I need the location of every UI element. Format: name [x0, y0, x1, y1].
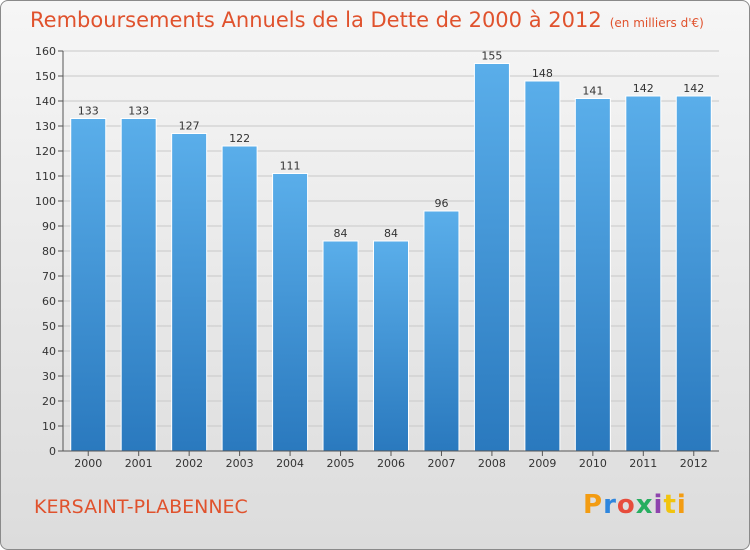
y-tick-label: 0 — [49, 445, 56, 458]
data-labels: 133 133 127 122 111 84 84 96 155 148 141 142 142 — [78, 50, 705, 241]
y-tick-label: 30 — [42, 370, 56, 383]
x-tick-label-2010: 2010 — [579, 457, 607, 470]
data-label-2010: 141 — [582, 85, 603, 98]
bar-2002 — [171, 133, 208, 452]
data-label-2011: 142 — [633, 82, 654, 95]
y-tick-label: 10 — [42, 420, 56, 433]
axes: 0 10 20 30 40 50 60 70 80 90 100 110 120 130 140 150 160… — [35, 45, 719, 470]
bar-2009 — [524, 80, 561, 452]
x-tick-label-2002: 2002 — [175, 457, 203, 470]
bar-2001 — [120, 118, 157, 452]
data-label-2008: 155 — [481, 50, 502, 63]
logo-letter: o — [616, 490, 636, 520]
data-label-2000: 133 — [78, 105, 99, 118]
bar-2012 — [675, 95, 712, 452]
bar-2007 — [423, 210, 460, 452]
x-tick-label-2009: 2009 — [528, 457, 556, 470]
logo-letter: P — [583, 490, 604, 520]
data-label-2009: 148 — [532, 67, 553, 80]
bar-2010 — [574, 98, 611, 452]
x-tick-label-2001: 2001 — [125, 457, 153, 470]
bars — [70, 63, 712, 452]
x-tick-label-2003: 2003 — [226, 457, 254, 470]
y-tick-label: 70 — [42, 270, 56, 283]
bar-2004 — [272, 173, 309, 452]
bar-2000 — [70, 118, 107, 452]
y-tick-label: 50 — [42, 320, 56, 333]
chart-unit: (en milliers d'€) — [609, 16, 704, 30]
bar-2006 — [373, 240, 409, 452]
bar-2003 — [221, 145, 258, 452]
data-label-2003: 122 — [229, 132, 250, 145]
chart-title-text: Remboursements Annuels de la Dette de 20… — [30, 8, 602, 32]
chart-title: Remboursements Annuels de la Dette de 20… — [30, 8, 704, 32]
y-tick-label: 130 — [35, 120, 56, 133]
x-tick-label-2006: 2006 — [377, 457, 405, 470]
logo-letter: t — [663, 490, 677, 520]
y-tick-label: 140 — [35, 95, 56, 108]
proxiti-logo[interactable]: Proxiti — [583, 490, 687, 520]
logo-letter: i — [653, 490, 664, 520]
data-label-2004: 111 — [280, 160, 301, 173]
x-tick-label-2008: 2008 — [478, 457, 506, 470]
y-tick-label: 90 — [42, 220, 56, 233]
bar-2008 — [473, 63, 510, 452]
y-tick-label: 80 — [42, 245, 56, 258]
y-tick-label: 100 — [35, 195, 56, 208]
data-label-2012: 142 — [683, 82, 704, 95]
x-tick-label-2000: 2000 — [74, 457, 102, 470]
x-tick-label-2011: 2011 — [629, 457, 657, 470]
data-label-2005: 84 — [334, 227, 348, 240]
y-tick-label: 60 — [42, 295, 56, 308]
y-tick-label: 150 — [35, 70, 56, 83]
y-tick-label: 110 — [35, 170, 56, 183]
x-tick-label-2007: 2007 — [427, 457, 455, 470]
logo-letter: r — [603, 490, 617, 520]
commune-name: KERSAINT-PLABENNEC — [34, 496, 248, 518]
logo-letter: x — [635, 490, 654, 520]
y-tick-label: 40 — [42, 345, 56, 358]
y-tick-label: 20 — [42, 395, 56, 408]
x-tick-label-2012: 2012 — [680, 457, 708, 470]
data-label-2007: 96 — [434, 197, 448, 210]
x-tick-label-2005: 2005 — [327, 457, 355, 470]
bar-2011 — [625, 95, 662, 452]
y-tick-label: 160 — [35, 45, 56, 58]
logo-letter: i — [676, 490, 687, 520]
y-tick-label: 120 — [35, 145, 56, 158]
data-label-2001: 133 — [128, 105, 149, 118]
data-label-2002: 127 — [179, 120, 200, 133]
data-label-2006: 84 — [384, 227, 398, 240]
bar-2005 — [322, 240, 359, 452]
x-tick-label-2004: 2004 — [276, 457, 304, 470]
